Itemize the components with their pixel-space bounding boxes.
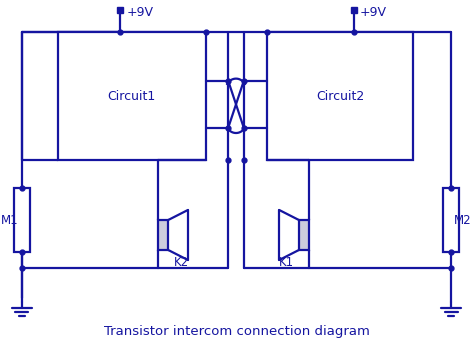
Text: Circuit1: Circuit1 xyxy=(108,90,156,102)
Bar xyxy=(14,188,30,252)
Bar xyxy=(299,220,309,250)
Text: K2: K2 xyxy=(174,256,189,270)
Bar xyxy=(267,32,413,160)
Bar xyxy=(351,7,357,13)
Bar xyxy=(117,7,123,13)
Text: M1: M1 xyxy=(1,213,19,227)
Bar xyxy=(58,32,206,160)
Text: M2: M2 xyxy=(454,213,472,227)
Text: Transistor intercom connection diagram: Transistor intercom connection diagram xyxy=(104,326,369,338)
Bar xyxy=(443,188,459,252)
Text: +9V: +9V xyxy=(126,7,153,19)
Text: K1: K1 xyxy=(279,256,294,270)
Text: Circuit2: Circuit2 xyxy=(316,90,364,102)
Bar xyxy=(158,220,168,250)
Text: +9V: +9V xyxy=(360,7,387,19)
